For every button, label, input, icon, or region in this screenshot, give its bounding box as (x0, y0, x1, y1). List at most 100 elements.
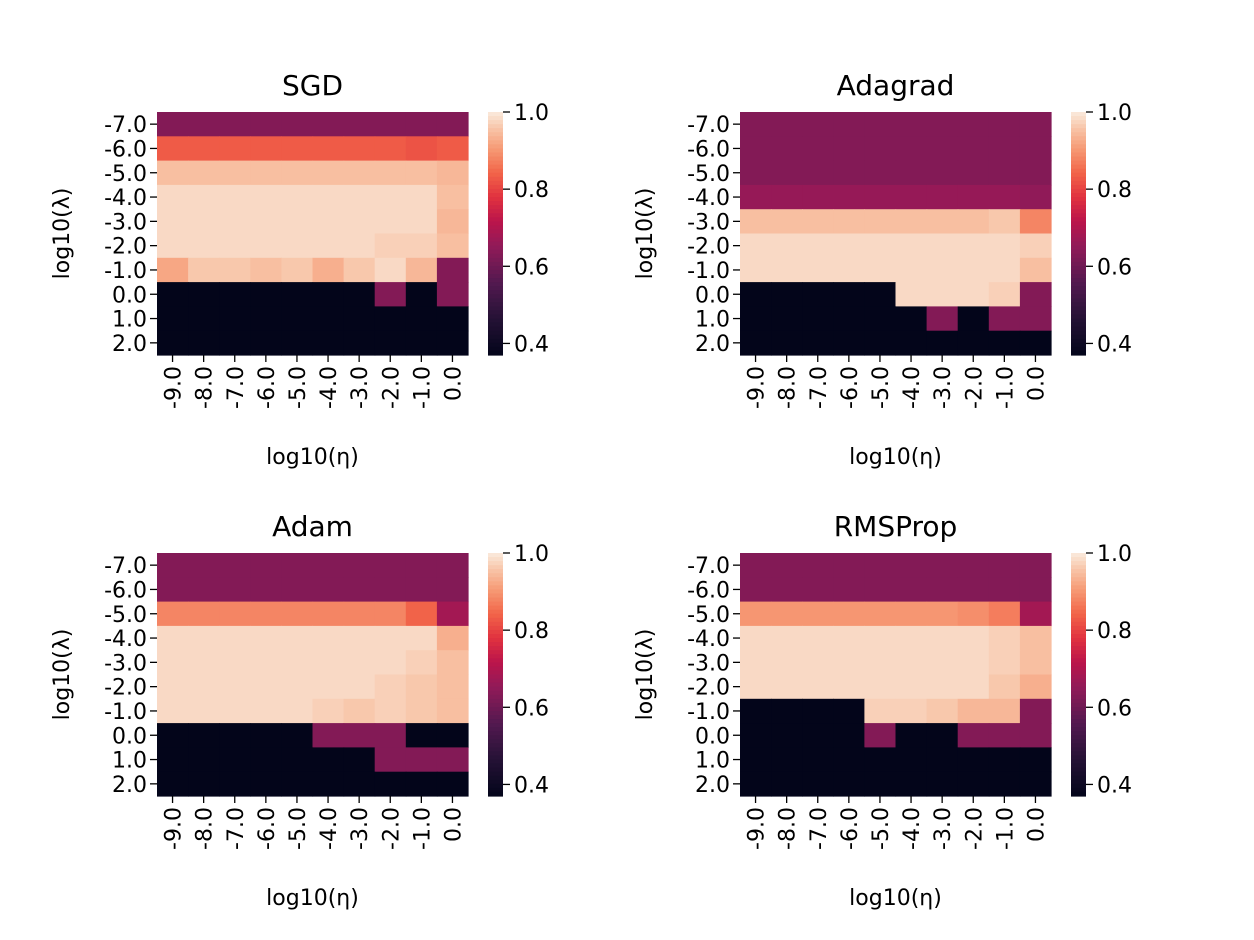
heatmap-cell (436, 330, 469, 356)
heatmap-cell (740, 160, 772, 186)
heatmap-cell (405, 112, 438, 137)
heatmap-cell (926, 330, 959, 356)
colorbar-segment (1071, 723, 1086, 728)
heatmap-cell (343, 160, 376, 186)
heatmap-cell (219, 698, 251, 724)
colorbar-segment (1071, 176, 1086, 182)
colorbar-segment (1071, 727, 1086, 732)
colorbar-segment (488, 719, 503, 724)
heatmap-cell (157, 698, 189, 724)
heatmap-cell (833, 136, 865, 162)
heatmap-cell (250, 306, 282, 332)
heatmap-cell (957, 209, 990, 235)
x-tick-label: -4.0 (317, 807, 342, 850)
colorbar-segment (488, 116, 503, 121)
x-axis-label: log10(η) (849, 886, 942, 911)
heatmap-cell (343, 282, 376, 307)
heatmap-cell (312, 577, 345, 603)
y-tick-label: -4.0 (687, 186, 730, 211)
heatmap-cell (343, 553, 376, 578)
colorbar-segment (1071, 739, 1086, 744)
heatmap-cell (802, 306, 834, 332)
heatmap-cell (281, 184, 314, 210)
heatmap-cell (250, 330, 282, 356)
heatmap-cell (833, 723, 865, 748)
heatmap-cell (740, 674, 772, 700)
y-tick-label: -2.0 (687, 676, 730, 701)
heatmap-cell (250, 674, 282, 700)
heatmap-cell (957, 771, 990, 797)
heatmap-cell (926, 577, 959, 603)
colorbar-segment (488, 213, 503, 218)
colorbar-segment (488, 205, 503, 210)
heatmap-cell (281, 577, 314, 603)
heatmap-cell (219, 771, 251, 797)
colorbar-segment (1071, 136, 1086, 141)
colorbar-segment (488, 601, 503, 607)
y-tick-label: -7.0 (687, 554, 730, 579)
colorbar-segment (488, 176, 503, 182)
x-tick-label: -7.0 (807, 807, 832, 850)
heatmap-cell (343, 112, 376, 137)
colorbar-tick-label: 1.0 (1097, 542, 1132, 567)
heatmap-cell (374, 698, 407, 724)
colorbar-segment (488, 779, 503, 785)
x-tick-label: -9.0 (162, 807, 187, 850)
colorbar-segment (488, 593, 503, 599)
heatmap-cell (374, 160, 407, 186)
colorbar-segment (1071, 553, 1086, 558)
x-tick-label: -5.0 (286, 807, 311, 850)
heatmap-cell (895, 233, 928, 259)
colorbar-segment (1071, 735, 1086, 740)
heatmap-cell (250, 577, 282, 603)
colorbar-segment (1071, 755, 1086, 761)
colorbar-segment (1071, 585, 1086, 591)
colorbar-segment (488, 184, 503, 190)
colorbar-segment (488, 330, 503, 336)
colorbar-segment (488, 605, 503, 611)
y-tick-label: -5.0 (104, 603, 147, 628)
heatmap-cell (343, 233, 376, 259)
heatmap-cell (157, 209, 189, 235)
heatmap-cell (312, 184, 345, 210)
heatmap-cell (833, 112, 865, 137)
colorbar-segment (1071, 787, 1086, 793)
colorbar-tick-label: 0.6 (1097, 255, 1132, 280)
heatmap-cell (405, 723, 438, 748)
colorbar-segment (1071, 670, 1086, 676)
heatmap-cell (833, 306, 865, 332)
colorbar-segment (488, 710, 503, 716)
y-tick-label: 2.0 (695, 332, 730, 357)
heatmap-cell (436, 233, 469, 259)
heatmap-cell (343, 209, 376, 235)
heatmap-cell (802, 674, 834, 700)
heatmap-cell (250, 698, 282, 724)
heatmap-cell (157, 747, 189, 773)
heatmap-cell (864, 112, 897, 137)
heatmap-cell (157, 306, 189, 332)
heatmap-cell (281, 650, 314, 676)
x-tick-label: -8.0 (193, 807, 218, 850)
heatmap-cell (436, 184, 469, 210)
heatmap-cell (219, 723, 251, 748)
colorbar-segment (488, 674, 503, 680)
heatmap-cell (343, 306, 376, 332)
y-tick-label: -5.0 (687, 162, 730, 187)
heatmap-cell (250, 184, 282, 210)
heatmap-cell (219, 209, 251, 235)
colorbar-segment (488, 265, 503, 271)
heatmap-cell (1019, 625, 1052, 651)
heatmap-panel: Adagrad-7.0-6.0-5.0-4.0-3.0-2.0-1.00.01.… (633, 69, 1132, 470)
heatmap-cell (219, 747, 251, 773)
heatmap-cell (374, 723, 407, 748)
colorbar-segment (488, 314, 503, 320)
colorbar-segment (1071, 634, 1086, 639)
colorbar-segment (1071, 253, 1086, 259)
heatmap-cell (864, 747, 897, 773)
heatmap-cell (343, 601, 376, 627)
heatmap-cell (436, 650, 469, 676)
heatmap-cell (436, 257, 469, 283)
heatmap-cell (436, 625, 469, 651)
heatmap-cell (250, 112, 282, 137)
heatmap-cell (864, 601, 897, 627)
